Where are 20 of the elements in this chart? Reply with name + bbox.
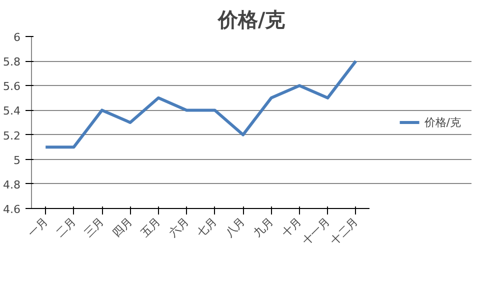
x-tick-label: 二月: [54, 214, 78, 240]
x-tick-label: 四月: [110, 214, 135, 240]
x-tick-label: 一月: [25, 214, 50, 240]
y-tick-label: 5.4: [3, 104, 21, 118]
x-tick-label: 五月: [138, 214, 164, 240]
y-tick-label: 4.8: [3, 178, 21, 192]
x-tick-label: 八月: [222, 214, 248, 240]
y-tick-label: 5.6: [3, 80, 21, 94]
y-tick-label: 5.2: [3, 129, 21, 142]
legend-label: 价格/克: [424, 114, 461, 130]
x-tick-label: 九月: [251, 214, 276, 240]
y-tick-label: 4.6: [3, 203, 21, 216]
x-tick-label: 七月: [194, 214, 220, 240]
x-tick-label: 六月: [166, 214, 192, 240]
y-tick-label: 5: [14, 154, 20, 167]
line-series: [44, 60, 358, 149]
chart-title: 价格/克: [216, 8, 286, 32]
y-tick-label: 6: [14, 31, 20, 44]
x-tick-label: 三月: [82, 214, 107, 240]
y-tick-label: 5.8: [3, 56, 21, 69]
